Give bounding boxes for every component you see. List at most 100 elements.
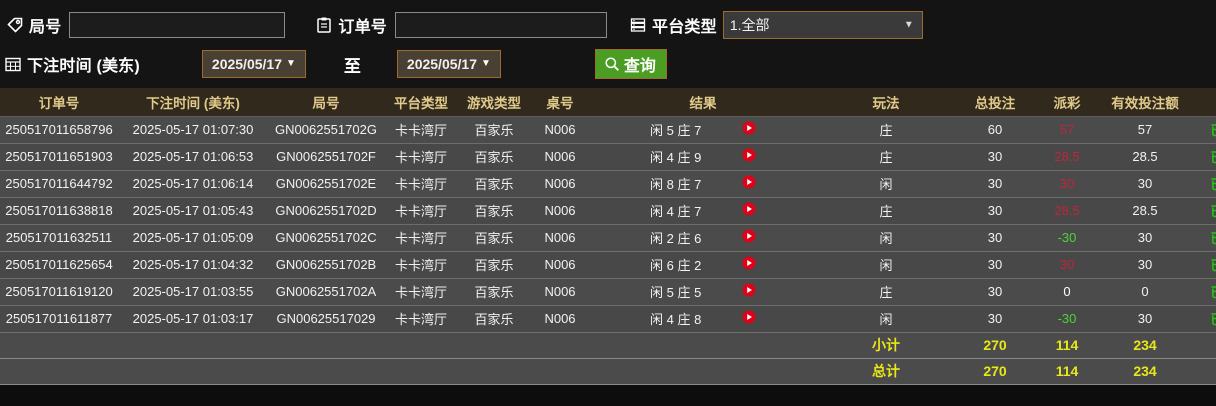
- result-text: 闲 5 庄 5: [650, 285, 702, 300]
- th-status[interactable]: 状态: [1190, 88, 1216, 117]
- cell-table-no: N006: [530, 116, 590, 144]
- cell-order-no: 250517011632511: [0, 224, 118, 252]
- cell-total-bet: 30: [956, 170, 1034, 198]
- cell-game-type: 百家乐: [458, 197, 530, 225]
- th-table-no[interactable]: 桌号: [530, 88, 590, 117]
- summary-spacer: [0, 332, 816, 359]
- cell-round-no: GN0062551702E: [268, 170, 384, 198]
- cell-bet-time: 2025-05-17 01:07:30: [118, 116, 268, 144]
- play-result-icon[interactable]: [742, 283, 756, 300]
- table-row[interactable]: 250517011644792 2025-05-17 01:06:14 GN0062…: [0, 170, 1216, 198]
- table-row[interactable]: 250517011611877 2025-05-17 01:03:17 GN0062…: [0, 305, 1216, 333]
- bet-history-table-wrap: 订单号 下注时间 (美东) 局号 平台类型 游戏类型 桌号 结果 玩法 总投注 …: [0, 88, 1216, 385]
- cell-play-type: 闲: [816, 170, 956, 198]
- filter-row-primary: 局号 订单号: [0, 8, 1216, 42]
- th-result[interactable]: 结果: [590, 88, 816, 117]
- cell-bet-time: 2025-05-17 01:06:14: [118, 170, 268, 198]
- order-no-input[interactable]: [395, 12, 608, 38]
- table-row[interactable]: 250517011651903 2025-05-17 01:06:53 GN0062…: [0, 143, 1216, 171]
- cell-game-type: 百家乐: [458, 143, 530, 171]
- cell-platform: 卡卡湾厅: [384, 305, 458, 333]
- bet-history-table: 订单号 下注时间 (美东) 局号 平台类型 游戏类型 桌号 结果 玩法 总投注 …: [0, 88, 1216, 385]
- th-valid-bet[interactable]: 有效投注额: [1100, 88, 1190, 117]
- th-payout[interactable]: 派彩: [1034, 88, 1100, 117]
- cell-game-type: 百家乐: [458, 251, 530, 279]
- play-result-icon[interactable]: [742, 175, 756, 192]
- query-button[interactable]: 查询: [594, 49, 667, 79]
- cell-platform: 卡卡湾厅: [384, 197, 458, 225]
- cell-status: 已派彩: [1190, 143, 1216, 171]
- bet-time-from-value: 2025/05/17: [211, 56, 282, 72]
- table-body: 250517011658796 2025-05-17 01:07:30 GN0062…: [0, 116, 1216, 385]
- cell-order-no: 250517011625654: [0, 251, 118, 279]
- date-range-separator: 至: [343, 56, 361, 76]
- cell-play-type: 闲: [816, 224, 956, 252]
- cell-table-no: N006: [530, 278, 590, 306]
- list-icon: [629, 16, 647, 34]
- table-row[interactable]: 250517011625654 2025-05-17 01:04:32 GN0062…: [0, 251, 1216, 279]
- cell-play-type: 庄: [816, 278, 956, 306]
- round-no-label-group: 局号: [6, 13, 61, 37]
- th-round-no[interactable]: 局号: [268, 88, 384, 117]
- cell-valid-bet: 0: [1100, 278, 1190, 306]
- bet-time-from-datepicker[interactable]: 2025/05/17 ▼: [201, 50, 306, 78]
- th-bet-time[interactable]: 下注时间 (美东): [118, 88, 268, 117]
- chevron-down-icon: ▼: [903, 19, 914, 31]
- round-no-input[interactable]: [69, 12, 286, 38]
- summary-status: [1190, 332, 1216, 359]
- cell-bet-time: 2025-05-17 01:03:17: [118, 305, 268, 333]
- cell-order-no: 250517011638818: [0, 197, 118, 225]
- summary-label: 总计: [816, 358, 956, 385]
- table-row[interactable]: 250517011619120 2025-05-17 01:03:55 GN0062…: [0, 278, 1216, 306]
- table-row[interactable]: 250517011638818 2025-05-17 01:05:43 GN0062…: [0, 197, 1216, 225]
- order-no-label: 订单号: [338, 19, 388, 36]
- th-order-no[interactable]: 订单号: [0, 88, 118, 117]
- play-result-icon[interactable]: [742, 310, 756, 327]
- cell-table-no: N006: [530, 305, 590, 333]
- cell-table-no: N006: [530, 224, 590, 252]
- play-result-icon[interactable]: [742, 229, 756, 246]
- cell-status: 已派彩: [1190, 224, 1216, 252]
- order-no-label-group: 订单号: [315, 13, 387, 37]
- cell-game-type: 百家乐: [458, 224, 530, 252]
- summary-label: 小计: [816, 332, 956, 359]
- cell-play-type: 庄: [816, 116, 956, 144]
- cell-platform: 卡卡湾厅: [384, 116, 458, 144]
- cell-table-no: N006: [530, 143, 590, 171]
- cell-status: 已派彩: [1190, 197, 1216, 225]
- cell-total-bet: 30: [956, 278, 1034, 306]
- cell-table-no: N006: [530, 170, 590, 198]
- th-platform[interactable]: 平台类型: [384, 88, 458, 117]
- summary-spacer: [0, 358, 816, 385]
- bet-time-to-datepicker[interactable]: 2025/05/17 ▼: [396, 50, 501, 78]
- table-row[interactable]: 250517011632511 2025-05-17 01:05:09 GN0062…: [0, 224, 1216, 252]
- filter-bar: 局号 订单号: [0, 0, 1216, 88]
- cell-payout: 28.5: [1034, 143, 1100, 171]
- play-result-icon[interactable]: [742, 202, 756, 219]
- total-row: 总计 270 114 234: [0, 358, 1216, 385]
- result-text: 闲 5 庄 7: [650, 123, 702, 138]
- result-text: 闲 4 庄 9: [650, 150, 702, 165]
- cell-status: 已派彩: [1190, 116, 1216, 144]
- cell-result: 闲 2 庄 6: [590, 224, 816, 252]
- cell-valid-bet: 30: [1100, 305, 1190, 333]
- th-total-bet[interactable]: 总投注: [956, 88, 1034, 117]
- cell-order-no: 250517011619120: [0, 278, 118, 306]
- th-game-type[interactable]: 游戏类型: [458, 88, 530, 117]
- th-play-type[interactable]: 玩法: [816, 88, 956, 117]
- platform-type-select[interactable]: 1.全部 ▼: [722, 11, 923, 39]
- cell-play-type: 庄: [816, 143, 956, 171]
- summary-payout: 114: [1034, 332, 1100, 359]
- cell-total-bet: 30: [956, 224, 1034, 252]
- cell-payout: 30: [1034, 251, 1100, 279]
- cell-payout: 28.5: [1034, 197, 1100, 225]
- cell-payout: -30: [1034, 305, 1100, 333]
- play-result-icon[interactable]: [742, 256, 756, 273]
- cell-valid-bet: 57: [1100, 116, 1190, 144]
- calendar-icon: [4, 55, 22, 73]
- cell-payout: 57: [1034, 116, 1100, 144]
- table-row[interactable]: 250517011658796 2025-05-17 01:07:30 GN0062…: [0, 116, 1216, 144]
- bet-time-to-value: 2025/05/17: [406, 56, 477, 72]
- play-result-icon[interactable]: [742, 148, 756, 165]
- play-result-icon[interactable]: [742, 121, 756, 138]
